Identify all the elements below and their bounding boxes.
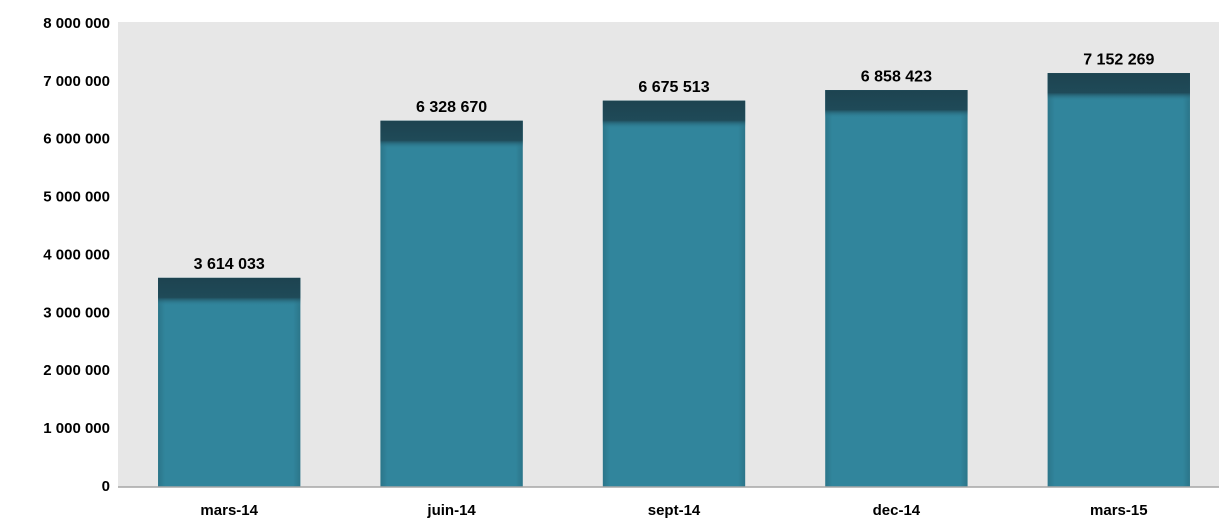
bar-side-shade [380,120,523,488]
y-tick-label: 7 000 000 [43,73,110,90]
bar-top-shade [1047,73,1190,102]
bar-top-shade [158,277,301,306]
bar-top-shade [602,100,746,129]
bar-top-shade [380,120,523,149]
x-tick-label: mars-15 [1090,502,1148,519]
value-label: 7 152 269 [1083,51,1154,68]
value-label: 6 328 670 [416,99,487,116]
x-tick-label: sept-14 [648,502,701,519]
y-tick-label: 3 000 000 [43,304,110,321]
y-tick-label: 2 000 000 [43,362,110,379]
bar-top-shade [825,90,968,119]
x-tick-label: dec-14 [873,502,921,519]
x-tick-label: mars-14 [200,502,258,519]
value-label: 6 675 513 [638,79,709,96]
bar-side-shade [1047,73,1190,487]
y-tick-label: 1 000 000 [43,420,110,437]
y-tick-label: 0 [102,478,110,495]
y-tick-label: 6 000 000 [43,131,110,148]
bar-side-shade [602,100,746,487]
x-tick-label: juin-14 [426,502,476,519]
bar-side-shade [825,90,968,487]
value-label: 6 858 423 [861,68,932,85]
value-label: 3 614 033 [194,256,265,273]
y-tick-label: 4 000 000 [43,246,110,263]
bar-side-shade [158,277,301,487]
y-tick-label: 5 000 000 [43,189,110,206]
y-tick-label: 8 000 000 [43,15,110,32]
